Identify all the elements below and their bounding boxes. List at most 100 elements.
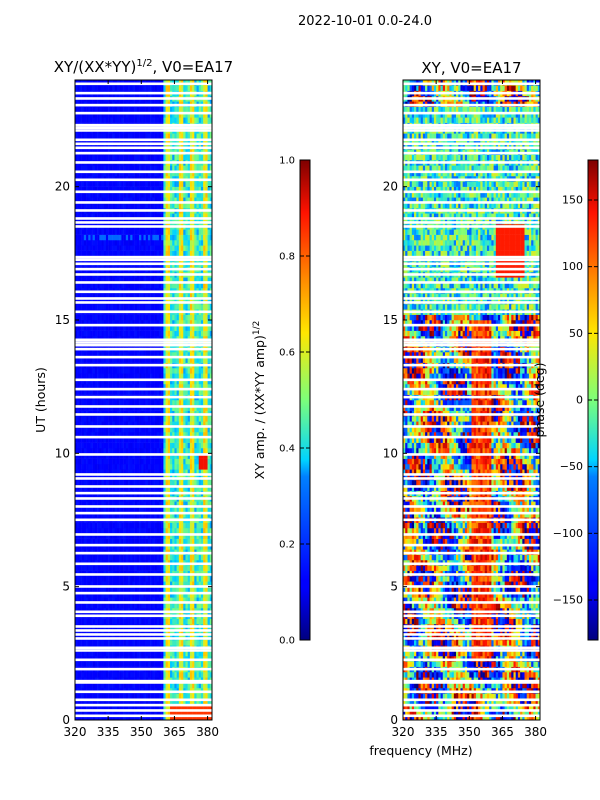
y-tick-label: 20 xyxy=(55,180,70,194)
missing-data-gap xyxy=(403,310,540,314)
missing-data-gap xyxy=(403,142,540,146)
y-tick-label: 10 xyxy=(383,446,398,460)
missing-data-gap xyxy=(403,217,540,220)
missing-data-gap xyxy=(403,161,540,164)
missing-data-gap xyxy=(403,573,540,576)
missing-data-gap xyxy=(75,310,212,314)
missing-data-gap xyxy=(75,123,212,127)
colorbar-tick-label: 100 xyxy=(562,260,583,273)
missing-data-gap xyxy=(403,201,540,204)
missing-data-gap xyxy=(403,518,540,522)
colorbar-tick-label: 0.6 xyxy=(279,348,295,359)
missing-data-gap xyxy=(403,82,540,86)
colorbar-tick-label: 0.4 xyxy=(279,444,295,455)
missing-data-gap xyxy=(403,629,540,632)
missing-data-gap xyxy=(75,649,212,652)
missing-data-gap xyxy=(75,217,212,220)
missing-data-gap xyxy=(75,533,212,536)
missing-data-gap xyxy=(403,511,540,515)
missing-data-gap xyxy=(403,347,540,351)
missing-data-gap xyxy=(403,435,540,439)
phase-heatmap-gaps xyxy=(403,82,540,718)
missing-data-gap xyxy=(403,301,540,304)
missing-data-gap xyxy=(75,255,212,259)
missing-data-gap xyxy=(403,637,540,640)
missing-data-gap xyxy=(403,405,540,408)
missing-data-gap xyxy=(75,209,212,212)
missing-data-gap xyxy=(403,625,540,628)
missing-data-gap xyxy=(75,491,212,495)
missing-data-gap xyxy=(75,297,212,300)
missing-data-gap xyxy=(75,614,212,618)
missing-data-gap xyxy=(75,591,212,595)
missing-data-gap xyxy=(403,170,540,174)
phase-colorbar-ticks: −150 −100 −50 0 50 100 150 xyxy=(553,194,598,607)
phase-panel-title: XY, V0=EA17 xyxy=(421,59,521,77)
x-tick-label: 320 xyxy=(64,725,87,739)
missing-data-gap xyxy=(403,551,540,555)
amplitude-plot-frame xyxy=(74,79,213,721)
missing-data-gap xyxy=(75,633,212,636)
amplitude-panel-title: XY/(XX*YY)1/2, V0=EA17 xyxy=(54,58,233,76)
missing-data-gap xyxy=(75,146,212,150)
missing-data-gap xyxy=(403,341,540,344)
missing-data-gap xyxy=(403,290,540,294)
missing-data-gap xyxy=(75,667,212,671)
missing-data-gap xyxy=(403,505,540,508)
missing-data-gap xyxy=(75,355,212,359)
amplitude-colorbar-ticks: 0.0 0.2 0.4 0.6 0.8 1.0 xyxy=(279,156,310,647)
missing-data-gap xyxy=(75,262,212,266)
missing-data-gap xyxy=(403,610,540,614)
missing-data-gap xyxy=(75,378,212,382)
missing-data-gap xyxy=(403,709,540,712)
colorbar-tick-label: 50 xyxy=(569,327,583,340)
x-tick-label: 320 xyxy=(392,725,415,739)
colorbar-tick-label: 0 xyxy=(576,394,583,407)
missing-data-gap xyxy=(403,323,540,327)
missing-data-gap xyxy=(75,646,212,650)
missing-data-gap xyxy=(403,123,540,127)
missing-data-gap xyxy=(75,703,212,707)
y-tick-label: 5 xyxy=(62,580,70,594)
amplitude-colorbar xyxy=(299,159,311,641)
missing-data-gap xyxy=(403,126,540,130)
amplitude-title-exponent: 1/2 xyxy=(136,58,152,69)
missing-data-gap xyxy=(75,473,212,476)
colorbar-tick-label: −50 xyxy=(560,460,583,473)
missing-data-gap xyxy=(75,221,212,224)
missing-data-gap xyxy=(403,425,540,428)
missing-data-gap xyxy=(75,338,212,342)
missing-data-gap xyxy=(403,714,540,718)
missing-data-gap xyxy=(75,518,212,522)
missing-data-gap xyxy=(403,646,540,650)
missing-data-gap xyxy=(403,633,540,636)
missing-data-gap xyxy=(75,709,212,712)
y-tick-label: 0 xyxy=(390,713,398,727)
phase-axes: 320 335 350 365 380 0 5 10 15 20 xyxy=(383,80,547,739)
missing-data-gap xyxy=(75,347,212,351)
missing-data-gap xyxy=(75,170,212,174)
x-tick-label: 380 xyxy=(196,725,219,739)
missing-data-gap xyxy=(403,585,540,588)
missing-data-gap xyxy=(403,614,540,618)
x-tick-label: 335 xyxy=(97,725,120,739)
missing-data-gap xyxy=(403,395,540,399)
missing-data-gap xyxy=(75,178,212,182)
missing-data-gap xyxy=(403,681,540,684)
missing-data-gap xyxy=(403,129,540,132)
x-tick-label: 335 xyxy=(425,725,448,739)
missing-data-gap xyxy=(403,297,540,300)
missing-data-gap xyxy=(403,343,540,347)
colorbar-tick-label: 0.0 xyxy=(279,636,295,647)
missing-data-gap xyxy=(75,138,212,142)
x-tick-label: 350 xyxy=(130,725,153,739)
amplitude-colorbar-label: XY amp. / (XX*YY amp)1/2 xyxy=(252,321,267,480)
missing-data-gap xyxy=(403,698,540,702)
missing-data-gap xyxy=(403,103,540,107)
missing-data-gap xyxy=(403,138,540,142)
figure-suptitle: 2022-10-01 0.0-24.0 xyxy=(298,14,432,29)
missing-data-gap xyxy=(75,497,212,500)
missing-data-gap xyxy=(403,221,540,224)
missing-data-gap xyxy=(75,387,212,391)
missing-data-gap xyxy=(75,405,212,408)
